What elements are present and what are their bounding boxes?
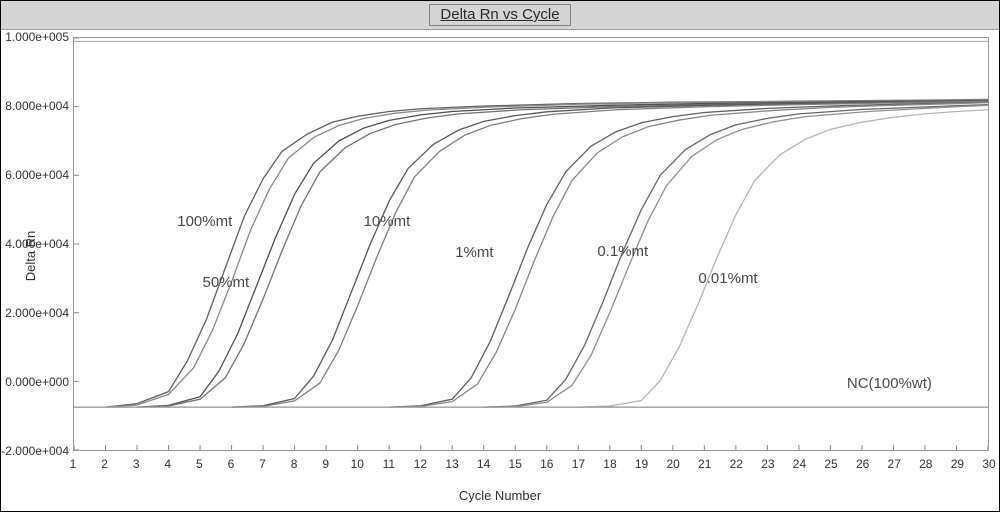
- x-tick-label: 12: [414, 457, 427, 471]
- annotation: 50%mt: [203, 274, 250, 291]
- x-tick-label: 21: [698, 457, 711, 471]
- y-tick-label: -2.000e+004: [1, 444, 69, 458]
- x-tick-label: 15: [509, 457, 522, 471]
- x-tick-label: 14: [477, 457, 490, 471]
- annotation: 100%mt: [177, 213, 232, 230]
- x-tick-label: 26: [856, 457, 869, 471]
- series-0.1%mt-b: [484, 105, 988, 407]
- x-tick-label: 28: [919, 457, 932, 471]
- chart-frame: Delta Rn vs Cycle Delta Rn Cycle Number …: [0, 0, 1000, 512]
- y-tick-label: 1.000e+005: [5, 30, 69, 44]
- y-tick-label: 4.000e+004: [5, 237, 69, 251]
- x-tick-label: 6: [228, 457, 235, 471]
- x-tick-label: 19: [635, 457, 648, 471]
- x-axis-label: Cycle Number: [1, 488, 999, 503]
- annotation: 0.1%mt: [597, 243, 648, 260]
- y-tick-label: 2.000e+004: [5, 306, 69, 320]
- x-tick-label: 9: [322, 457, 329, 471]
- x-tick-label: 23: [761, 457, 774, 471]
- annotation: NC(100%wt): [847, 375, 932, 392]
- x-tick-label: 17: [572, 457, 585, 471]
- x-tick-label: 8: [291, 457, 298, 471]
- series-100%mt-a: [106, 99, 988, 407]
- y-tick-label: 6.000e+004: [5, 168, 69, 182]
- x-tick-label: 1: [70, 457, 77, 471]
- y-tick-label: 8.000e+004: [5, 99, 69, 113]
- x-tick-label: 11: [383, 457, 395, 471]
- x-tick-label: 20: [666, 457, 679, 471]
- y-tick-label: 0.000e+000: [5, 375, 69, 389]
- annotation: 10%mt: [364, 213, 411, 230]
- title-box: Delta Rn vs Cycle: [429, 4, 570, 26]
- series-0.1%mt-a: [484, 105, 988, 407]
- x-tick-label: 18: [603, 457, 616, 471]
- x-tick-label: 10: [351, 457, 364, 471]
- x-tick-label: 29: [951, 457, 964, 471]
- x-tick-label: 4: [164, 457, 171, 471]
- x-tick-label: 25: [824, 457, 837, 471]
- series-50%mt-b: [137, 101, 988, 407]
- x-tick-label: 27: [888, 457, 901, 471]
- chart-title: Delta Rn vs Cycle: [440, 6, 559, 23]
- x-tick-label: 3: [133, 457, 140, 471]
- x-tick-label: 24: [793, 457, 806, 471]
- annotation: 1%mt: [455, 244, 493, 261]
- x-tick-label: 16: [540, 457, 553, 471]
- series-50%mt-a: [137, 100, 988, 407]
- x-tick-label: 22: [730, 457, 743, 471]
- x-tick-label: 2: [101, 457, 108, 471]
- series-100%mt-b: [106, 100, 988, 407]
- title-bar: Delta Rn vs Cycle: [1, 1, 999, 30]
- x-tick-label: 30: [982, 457, 995, 471]
- x-tick-label: 5: [196, 457, 203, 471]
- annotation: 0.01%mt: [698, 270, 757, 287]
- x-tick-label: 13: [445, 457, 458, 471]
- x-tick-label: 7: [259, 457, 266, 471]
